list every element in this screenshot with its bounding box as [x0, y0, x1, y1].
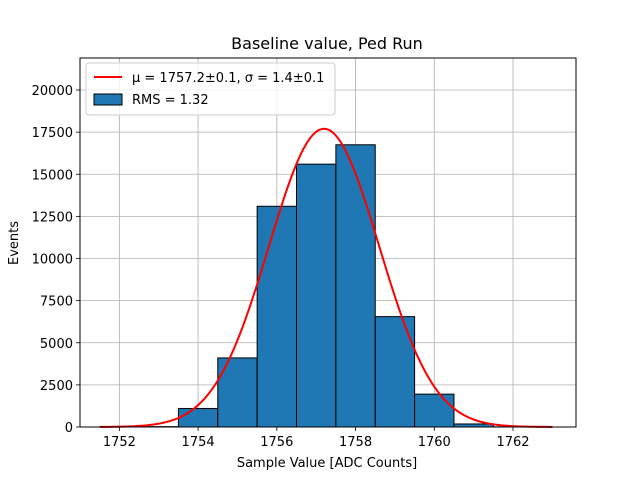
histogram-bar [414, 393, 455, 428]
histogram-bar [256, 205, 298, 428]
chart-title: Baseline value, Ped Run [231, 34, 423, 53]
y-tick-label: 20000 [32, 84, 73, 99]
x-tick-label: 1762 [496, 435, 529, 450]
y-tick-label: 2500 [40, 379, 73, 394]
y-tick-label: 10000 [32, 253, 73, 268]
y-tick-label: 12500 [32, 210, 73, 225]
x-tick-label: 1760 [418, 435, 451, 450]
plot-frame [79, 57, 577, 428]
histogram-bar [335, 144, 376, 428]
x-axis-ticks: 1752 1754 1756 1758 1760 1762 [103, 427, 530, 450]
y-tick-label: 0 [65, 421, 73, 436]
y-axis-label: Events [7, 221, 22, 265]
x-axis-label: Sample Value [ADC Counts] [237, 456, 417, 471]
histogram-bar [177, 407, 219, 428]
legend: μ = 1757.2±0.1, σ = 1.4±0.1 RMS = 1.32 [85, 62, 336, 116]
x-tick-label: 1756 [260, 435, 293, 450]
x-tick-label: 1752 [103, 435, 136, 450]
y-tick-label: 15000 [32, 168, 73, 183]
legend-fit-label: μ = 1757.2±0.1, σ = 1.4±0.1 [132, 71, 324, 86]
legend-histogram-label: RMS = 1.32 [132, 93, 209, 108]
histogram-bar [296, 163, 337, 428]
histogram-bars [138, 144, 534, 428]
x-tick-label: 1758 [339, 435, 372, 450]
legend-box [85, 62, 336, 116]
legend-histogram-swatch [93, 93, 123, 106]
y-tick-label: 17500 [32, 126, 73, 141]
y-tick-label: 5000 [40, 337, 73, 352]
x-tick-label: 1754 [182, 435, 215, 450]
gaussian-fit-curve [99, 127, 553, 428]
y-tick-label: 7500 [40, 295, 73, 310]
y-axis-ticks: 0 2500 5000 7500 10000 12500 15000 17500 20000 [32, 84, 80, 436]
